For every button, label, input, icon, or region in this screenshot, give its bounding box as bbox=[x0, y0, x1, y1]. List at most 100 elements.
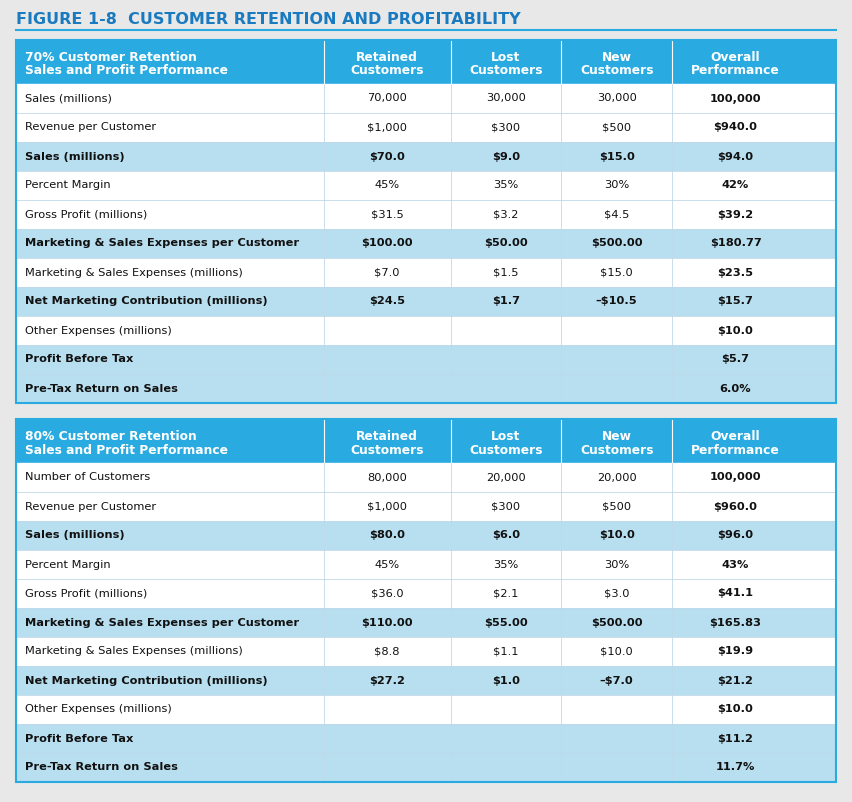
Bar bbox=[16, 463, 836, 492]
Text: Sales (millions): Sales (millions) bbox=[25, 152, 124, 161]
Text: 43%: 43% bbox=[722, 560, 749, 569]
Text: 6.0%: 6.0% bbox=[720, 383, 751, 394]
Text: New: New bbox=[602, 51, 631, 64]
Text: $7.0: $7.0 bbox=[374, 268, 400, 277]
Bar bbox=[16, 142, 836, 171]
Text: $23.5: $23.5 bbox=[717, 268, 753, 277]
Text: $10.0: $10.0 bbox=[599, 530, 635, 541]
Text: $36.0: $36.0 bbox=[371, 589, 403, 598]
Text: Profit Before Tax: Profit Before Tax bbox=[25, 354, 134, 364]
Bar bbox=[16, 229, 836, 258]
Text: 100,000: 100,000 bbox=[710, 472, 762, 483]
Text: 30%: 30% bbox=[604, 560, 630, 569]
Bar bbox=[16, 171, 836, 200]
Text: Percent Margin: Percent Margin bbox=[25, 180, 111, 191]
Bar bbox=[16, 608, 836, 637]
Text: $165.83: $165.83 bbox=[710, 618, 762, 627]
Text: 35%: 35% bbox=[493, 180, 519, 191]
Text: –$7.0: –$7.0 bbox=[600, 675, 634, 686]
Text: 45%: 45% bbox=[375, 560, 400, 569]
Text: Sales and Profit Performance: Sales and Profit Performance bbox=[25, 64, 228, 78]
Text: $500: $500 bbox=[602, 501, 631, 512]
Text: 70% Customer Retention: 70% Customer Retention bbox=[25, 51, 197, 64]
Bar bbox=[16, 419, 836, 463]
Bar bbox=[16, 419, 836, 782]
Text: Pre-Tax Return on Sales: Pre-Tax Return on Sales bbox=[25, 383, 178, 394]
Text: 45%: 45% bbox=[375, 180, 400, 191]
Text: Overall: Overall bbox=[711, 51, 760, 64]
Text: Revenue per Customer: Revenue per Customer bbox=[25, 123, 156, 132]
Text: $15.0: $15.0 bbox=[599, 152, 635, 161]
Bar bbox=[16, 550, 836, 579]
Bar bbox=[16, 40, 836, 403]
Bar bbox=[16, 579, 836, 608]
Text: $11.2: $11.2 bbox=[717, 734, 753, 743]
Bar bbox=[16, 753, 836, 782]
Text: 35%: 35% bbox=[493, 560, 519, 569]
Text: 42%: 42% bbox=[722, 180, 749, 191]
Text: 80,000: 80,000 bbox=[367, 472, 407, 483]
Bar bbox=[16, 258, 836, 287]
Bar bbox=[16, 666, 836, 695]
Bar bbox=[16, 113, 836, 142]
Bar bbox=[16, 40, 836, 84]
Text: $100.00: $100.00 bbox=[361, 238, 413, 249]
Text: $94.0: $94.0 bbox=[717, 152, 754, 161]
Text: $15.0: $15.0 bbox=[601, 268, 633, 277]
Bar bbox=[16, 521, 836, 550]
Text: $300: $300 bbox=[492, 123, 521, 132]
Bar bbox=[16, 637, 836, 666]
Text: Retained: Retained bbox=[356, 51, 418, 64]
Bar bbox=[16, 724, 836, 753]
Bar bbox=[16, 492, 836, 521]
Text: Lost: Lost bbox=[492, 51, 521, 64]
Text: 70,000: 70,000 bbox=[367, 94, 407, 103]
Text: Number of Customers: Number of Customers bbox=[25, 472, 150, 483]
Text: $3.2: $3.2 bbox=[493, 209, 519, 220]
Text: Net Marketing Contribution (millions): Net Marketing Contribution (millions) bbox=[25, 297, 268, 306]
Bar bbox=[16, 200, 836, 229]
Text: Lost: Lost bbox=[492, 430, 521, 443]
Text: $500.00: $500.00 bbox=[590, 618, 642, 627]
Text: $10.0: $10.0 bbox=[601, 646, 633, 657]
Text: Overall: Overall bbox=[711, 430, 760, 443]
Text: $10.0: $10.0 bbox=[717, 704, 753, 715]
Text: Performance: Performance bbox=[691, 64, 780, 78]
Text: FIGURE 1-8  CUSTOMER RETENTION AND PROFITABILITY: FIGURE 1-8 CUSTOMER RETENTION AND PROFIT… bbox=[16, 12, 521, 27]
Text: Other Expenses (millions): Other Expenses (millions) bbox=[25, 326, 172, 335]
Text: $39.2: $39.2 bbox=[717, 209, 754, 220]
Bar bbox=[16, 345, 836, 374]
Text: 30,000: 30,000 bbox=[486, 94, 526, 103]
Text: $80.0: $80.0 bbox=[369, 530, 405, 541]
Text: Marketing & Sales Expenses per Customer: Marketing & Sales Expenses per Customer bbox=[25, 618, 299, 627]
Text: $41.1: $41.1 bbox=[717, 589, 753, 598]
Text: Sales (millions): Sales (millions) bbox=[25, 94, 112, 103]
Text: $96.0: $96.0 bbox=[717, 530, 754, 541]
Bar bbox=[16, 695, 836, 724]
Text: Marketing & Sales Expenses per Customer: Marketing & Sales Expenses per Customer bbox=[25, 238, 299, 249]
Text: $55.00: $55.00 bbox=[484, 618, 528, 627]
Text: $1.5: $1.5 bbox=[493, 268, 519, 277]
Text: Customers: Customers bbox=[350, 444, 423, 456]
Text: Customers: Customers bbox=[469, 64, 543, 78]
Text: $1.7: $1.7 bbox=[492, 297, 520, 306]
Bar bbox=[16, 374, 836, 403]
Text: Performance: Performance bbox=[691, 444, 780, 456]
Text: 11.7%: 11.7% bbox=[716, 763, 755, 772]
Text: $27.2: $27.2 bbox=[369, 675, 405, 686]
Bar bbox=[16, 84, 836, 113]
Text: Sales and Profit Performance: Sales and Profit Performance bbox=[25, 444, 228, 456]
Text: $940.0: $940.0 bbox=[714, 123, 757, 132]
Text: –$10.5: –$10.5 bbox=[596, 297, 637, 306]
Text: $500.00: $500.00 bbox=[590, 238, 642, 249]
Text: Retained: Retained bbox=[356, 430, 418, 443]
Text: Revenue per Customer: Revenue per Customer bbox=[25, 501, 156, 512]
Text: Percent Margin: Percent Margin bbox=[25, 560, 111, 569]
Text: Customers: Customers bbox=[350, 64, 423, 78]
Text: $15.7: $15.7 bbox=[717, 297, 753, 306]
Text: $1,000: $1,000 bbox=[367, 123, 407, 132]
Text: $960.0: $960.0 bbox=[714, 501, 757, 512]
Text: $4.5: $4.5 bbox=[604, 209, 630, 220]
Text: $10.0: $10.0 bbox=[717, 326, 753, 335]
Text: $110.00: $110.00 bbox=[361, 618, 413, 627]
